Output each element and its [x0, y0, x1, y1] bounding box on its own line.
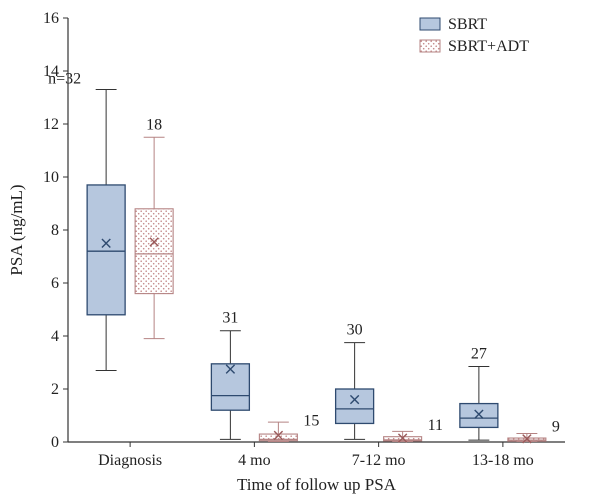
legend-swatch	[420, 18, 440, 30]
y-tick-label: 0	[51, 434, 59, 451]
n-label-sbrt: 27	[471, 345, 487, 362]
n-label-sbrtadt: 11	[428, 417, 443, 434]
n-label-sbrt: n=32	[48, 71, 81, 88]
n-label-sbrtadt: 18	[146, 116, 162, 133]
x-tick-label: 13-18 mo	[472, 452, 534, 469]
y-tick-label: 2	[51, 381, 59, 398]
psa-boxplot-chart: 0246810121416PSA (ng/mL)Diagnosis4 mo7-1…	[0, 0, 597, 500]
legend-label: SBRT	[448, 16, 487, 33]
x-tick-label: 4 mo	[238, 452, 270, 469]
y-tick-label: 16	[43, 10, 59, 27]
n-label-sbrtadt: 15	[303, 412, 319, 429]
y-axis-label: PSA (ng/mL)	[7, 184, 26, 275]
y-tick-label: 10	[43, 169, 59, 186]
n-label-sbrt: 30	[347, 322, 363, 339]
legend-label: SBRT+ADT	[448, 38, 529, 55]
y-tick-label: 8	[51, 222, 59, 239]
y-tick-label: 12	[43, 116, 59, 133]
y-tick-label: 4	[51, 328, 59, 345]
x-tick-label: 7-12 mo	[352, 452, 406, 469]
legend-swatch	[420, 40, 440, 52]
x-axis-label: Time of follow up PSA	[237, 475, 397, 494]
n-label-sbrt: 31	[222, 310, 238, 327]
y-tick-label: 6	[51, 275, 59, 292]
n-label-sbrtadt: 9	[552, 418, 560, 435]
x-tick-label: Diagnosis	[98, 452, 162, 469]
